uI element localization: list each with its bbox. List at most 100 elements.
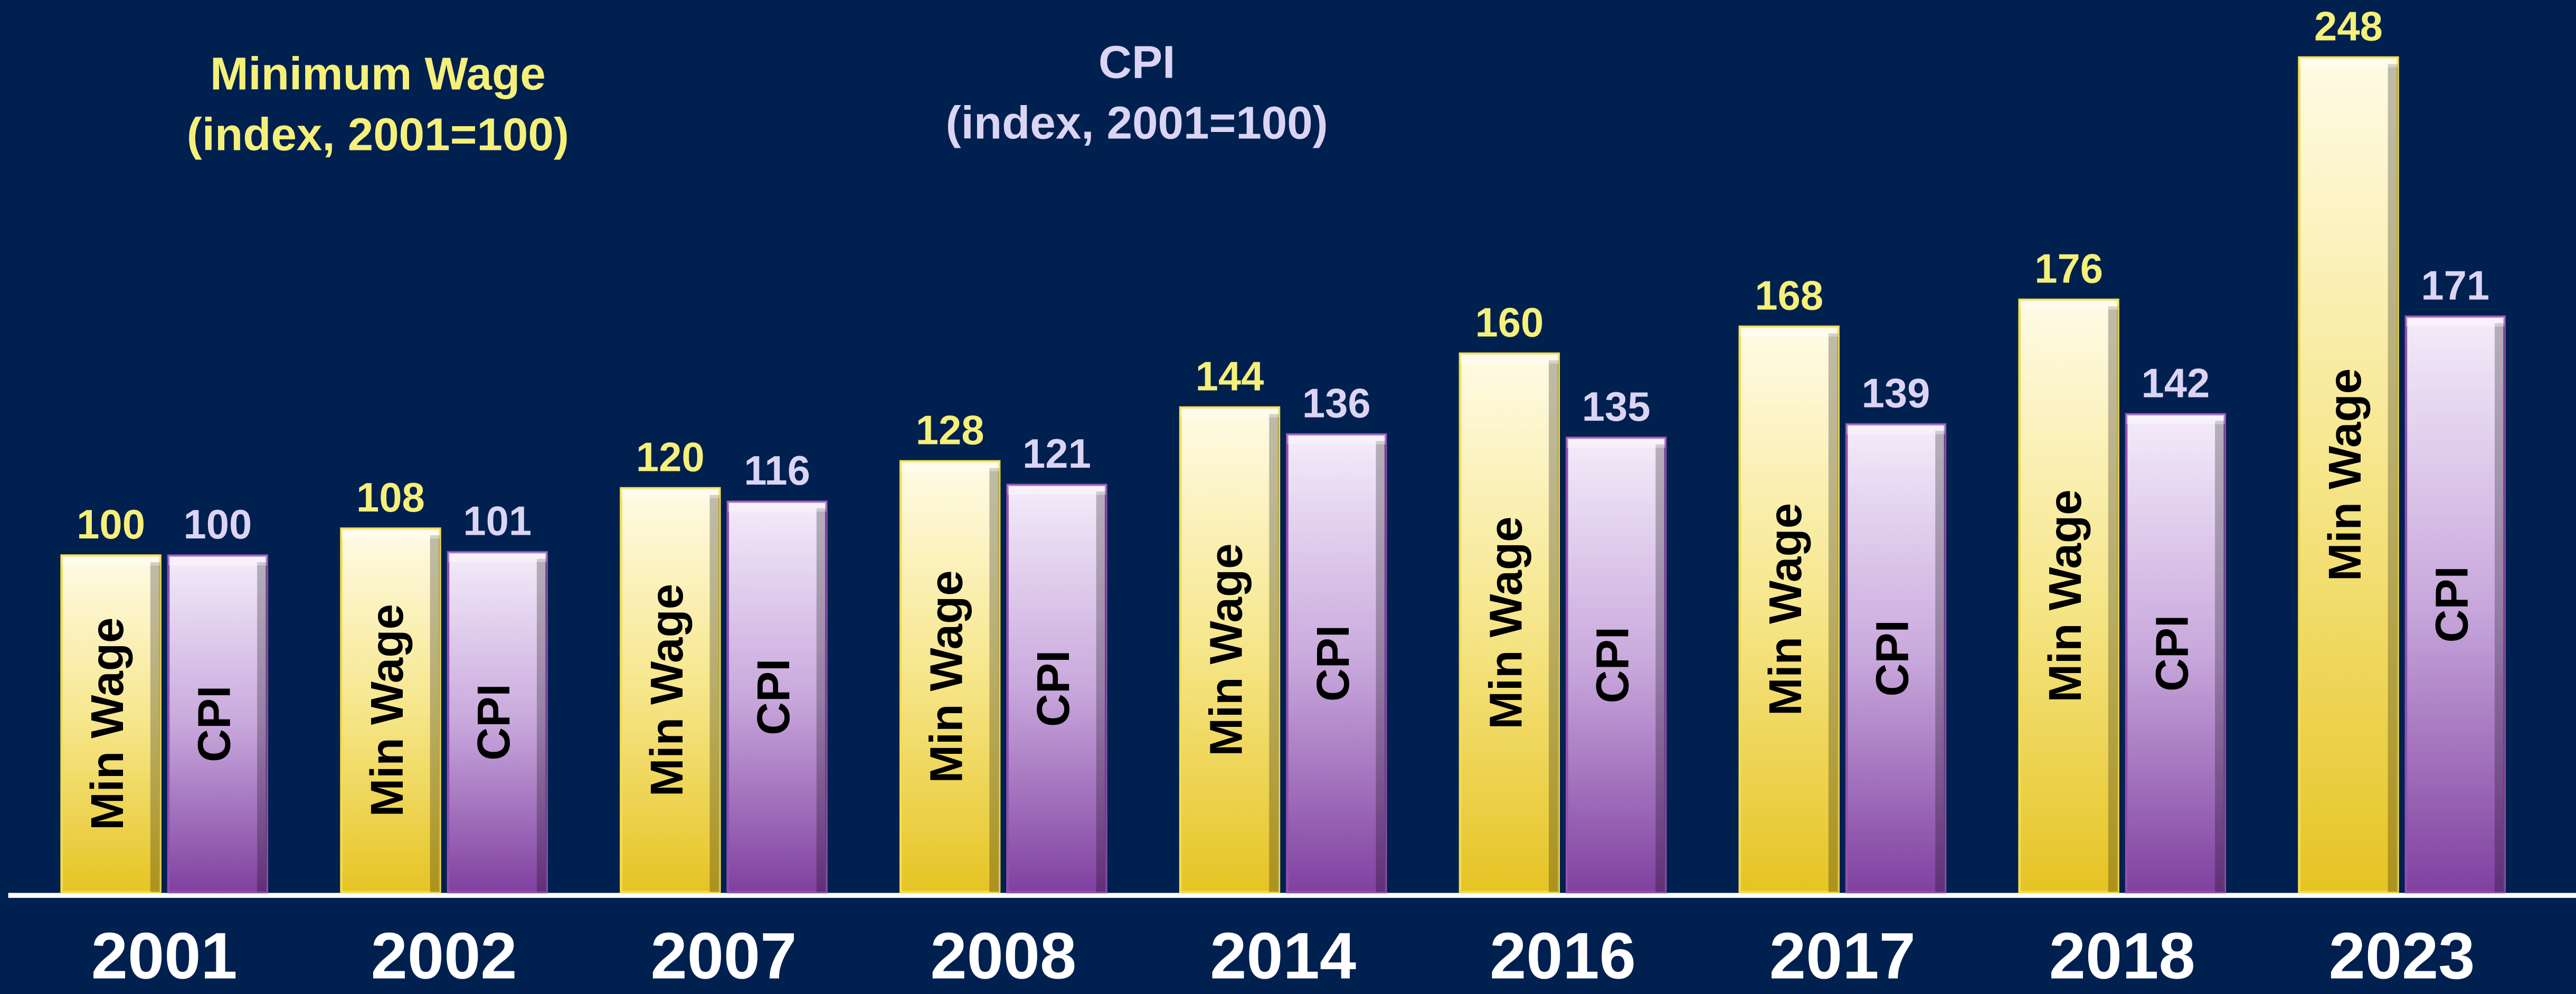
x-tick-label: 2014	[1210, 920, 1356, 993]
bar-bevel	[150, 562, 160, 892]
bar	[167, 554, 269, 894]
value-label: 168	[1755, 273, 1823, 319]
value-label: 142	[2141, 361, 2210, 406]
bar	[726, 500, 828, 894]
value-label: 100	[77, 502, 145, 547]
value-label: 116	[744, 448, 810, 494]
value-label: 101	[463, 499, 532, 544]
bar	[447, 551, 548, 894]
bar-series-label: CPI	[1867, 620, 1918, 696]
bar	[2298, 56, 2399, 894]
x-tick-label: 2007	[650, 920, 797, 993]
x-tick-label: 2018	[2049, 920, 2195, 993]
bar-series-label: Min Wage	[82, 618, 133, 830]
bar-bevel	[1549, 360, 1559, 892]
x-tick-label: 2001	[91, 920, 238, 993]
annotation: Minimum Wage	[210, 48, 546, 99]
bar-bevel	[727, 501, 827, 512]
bar-bevel	[2405, 316, 2505, 327]
bar-series-label: Min Wage	[1760, 503, 1811, 716]
bar	[1738, 325, 1840, 894]
annotation: (index, 2001=100)	[187, 109, 569, 160]
bar-series-label: Min Wage	[2040, 489, 2091, 702]
x-tick-label: 2016	[1490, 920, 1636, 993]
bar-bevel	[709, 495, 720, 892]
value-label: 171	[2421, 263, 2489, 308]
bar-series-label: Min Wage	[921, 570, 972, 783]
bar-bevel	[2388, 64, 2398, 892]
value-label: 248	[2314, 4, 2383, 50]
bar-bevel	[901, 461, 1000, 471]
bar-bevel	[1460, 353, 1559, 364]
bar-bevel	[2126, 414, 2225, 424]
x-tick-label: 2008	[930, 920, 1076, 993]
bar-bevel	[168, 555, 267, 566]
bar-series-label: Min Wage	[641, 584, 693, 797]
bar	[1006, 484, 1107, 894]
bar-series-label: Min Wage	[362, 604, 413, 817]
value-label: 108	[356, 475, 425, 520]
bar-bevel	[1739, 326, 1839, 337]
bar-bevel	[2215, 421, 2225, 892]
bar-bevel	[989, 468, 1000, 892]
bar-series-label: CPI	[1587, 627, 1639, 703]
value-label: 176	[2034, 247, 2103, 292]
bar	[60, 554, 162, 894]
bar-bevel	[257, 562, 267, 892]
bar-bevel	[2299, 57, 2398, 68]
value-label: 136	[1302, 381, 1371, 427]
value-label: 144	[1196, 354, 1264, 400]
bar	[899, 460, 1001, 894]
bar-bevel	[61, 555, 160, 566]
bar-bevel	[621, 488, 720, 498]
bar	[340, 527, 441, 894]
bar-bevel	[448, 552, 547, 562]
bar-series-label: CPI	[1308, 625, 1359, 702]
value-label: 128	[916, 408, 984, 453]
bar-bevel	[1846, 424, 1945, 434]
value-label: 100	[183, 502, 252, 547]
bar	[2125, 413, 2227, 894]
x-tick-label: 2002	[371, 920, 517, 993]
bar-bevel	[2108, 306, 2118, 892]
bar-bevel	[1655, 444, 1666, 892]
bar-series-label: CPI	[468, 684, 519, 760]
bar-bevel	[1935, 431, 1945, 892]
value-label: 120	[636, 435, 705, 480]
bar	[1179, 406, 1281, 894]
bar-bevel	[2494, 323, 2505, 892]
value-label: 139	[1862, 371, 1930, 416]
bar-bevel	[1269, 414, 1279, 892]
bar-series-label: Min Wage	[1480, 516, 1531, 729]
bar-bevel	[2019, 299, 2118, 310]
bar-series-label: CPI	[1028, 650, 1079, 727]
bar-series-label: CPI	[2146, 615, 2198, 692]
x-tick-label: 2023	[2329, 920, 2475, 993]
bar-series-label: Min Wage	[1201, 543, 1252, 756]
bar	[1845, 423, 1947, 894]
value-label: 160	[1475, 300, 1543, 346]
bar-series-label: CPI	[188, 686, 240, 762]
value-label: 135	[1582, 384, 1651, 430]
bar-bevel	[1180, 407, 1279, 418]
bar	[1286, 433, 1387, 894]
bar-bevel	[1007, 485, 1106, 495]
bar-bevel	[1828, 333, 1839, 892]
bar	[2018, 298, 2119, 894]
bar	[620, 487, 721, 894]
bar-bevel	[1376, 441, 1386, 892]
bar-bevel	[1567, 438, 1666, 448]
annotation: CPI	[1098, 37, 1175, 88]
bar	[1459, 352, 1560, 894]
annotation: (index, 2001=100)	[946, 98, 1328, 149]
bar-series-label: Min Wage	[2319, 368, 2371, 581]
bar	[1565, 437, 1667, 894]
bar-series-label: CPI	[2426, 566, 2477, 642]
bar-series-label: CPI	[748, 659, 799, 735]
bar-bevel	[816, 508, 827, 892]
value-label: 121	[1022, 431, 1091, 477]
bar-bevel	[1096, 491, 1106, 892]
bar-bevel	[1287, 434, 1386, 444]
bar-bevel	[536, 558, 547, 892]
